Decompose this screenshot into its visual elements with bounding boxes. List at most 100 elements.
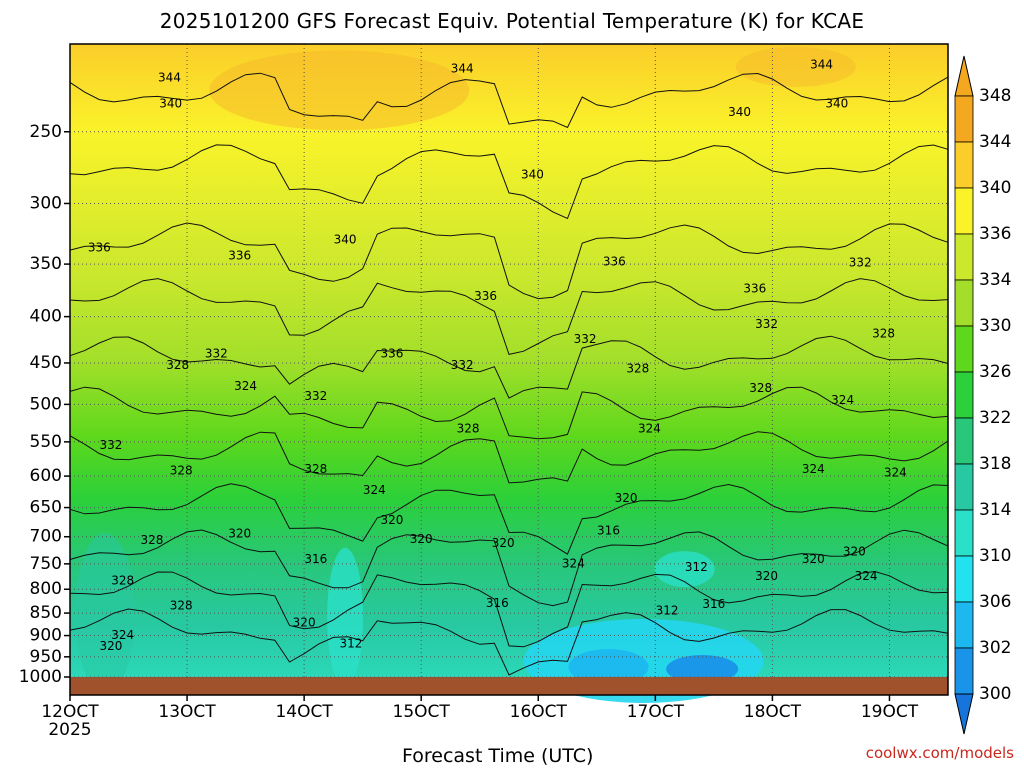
x-tick-label: 17OCT [627, 702, 685, 722]
contour-label-320: 320 [492, 536, 515, 550]
contour-line [69, 278, 949, 355]
contour-label-328: 328 [170, 463, 193, 477]
contour-line [69, 72, 949, 129]
colorbar-label: 334 [979, 270, 1011, 290]
ground-strip [70, 677, 948, 695]
colorbar-label: 306 [979, 592, 1011, 612]
contour-label-320: 320 [843, 545, 866, 559]
contour-line [69, 222, 949, 300]
colorbar-segment [954, 647, 974, 695]
colorbar-label: 302 [979, 638, 1011, 658]
contour-line [69, 483, 949, 555]
colorbar-segment [954, 95, 974, 143]
colorbar-label: 340 [979, 178, 1011, 198]
colorbar-label: 322 [979, 408, 1011, 428]
colorbar-segment [954, 601, 974, 649]
contour-lines [69, 72, 949, 676]
chart-title: 2025101200 GFS Forecast Equiv. Potential… [159, 9, 865, 33]
y-tick-label: 900 [30, 626, 62, 646]
y-tick-label: 1000 [19, 667, 62, 687]
x-tick-label: 18OCT [744, 702, 802, 722]
contour-label-324: 324 [884, 465, 907, 479]
contour-label-332: 332 [755, 317, 778, 331]
warm-core-upper-right [735, 46, 856, 87]
contour-label-336: 336 [603, 254, 626, 268]
contour-label-328: 328 [111, 573, 134, 587]
contour-label-328: 328 [626, 362, 649, 376]
y-tick-label: 750 [30, 554, 62, 574]
colorbar-label: 318 [979, 454, 1011, 474]
contour-label-328: 328 [170, 599, 193, 613]
cold-pool-core-b [666, 655, 739, 684]
x-axis-label: Forecast Time (UTC) [402, 745, 594, 767]
contour-label-340: 340 [728, 105, 751, 119]
contour-label-336: 336 [743, 282, 766, 296]
contour-label-336: 336 [228, 249, 251, 263]
contour-label-320: 320 [410, 532, 433, 546]
y-tick-label: 800 [30, 579, 62, 599]
contour-label-320: 320 [755, 569, 778, 583]
colorbar-segment [954, 463, 974, 511]
colorbar-segment [954, 141, 974, 189]
colorbar-label: 348 [979, 86, 1011, 106]
x-year-label: 2025 [48, 720, 91, 740]
contour-label-328: 328 [749, 381, 772, 395]
x-tick-label: 13OCT [158, 702, 216, 722]
cold-pool-core-a [568, 649, 649, 686]
field-background [70, 44, 948, 677]
contour-label-340: 340 [825, 97, 848, 111]
contour-label-332: 332 [100, 438, 123, 452]
contour-label-316: 316 [597, 524, 620, 538]
contour-labels: 344 344 344 340 340 340 340 340 336 336 336 332 336 3… [88, 58, 907, 653]
y-tick-label: 400 [30, 307, 62, 327]
colorbar-segment [954, 279, 974, 327]
x-tick-label: 14OCT [275, 702, 333, 722]
colorbar-label: 330 [979, 316, 1011, 336]
plot-frame [69, 43, 949, 696]
colorbar-segment [954, 325, 974, 373]
credit-link[interactable]: coolwx.com/models [865, 744, 1014, 762]
contour-label-332: 332 [849, 255, 872, 269]
x-tick-label: 16OCT [510, 702, 568, 722]
contour-label-332: 332 [574, 332, 597, 346]
colorbar-label: 344 [979, 132, 1011, 152]
contour-label-324: 324 [363, 483, 386, 497]
colorbar-segment [954, 187, 974, 235]
plot-field [70, 44, 948, 703]
contour-label-336: 336 [474, 289, 497, 303]
y-tick-label: 650 [30, 498, 62, 518]
contour-line [69, 431, 949, 484]
contour-label-316: 316 [702, 597, 725, 611]
colorbar-label: 300 [979, 684, 1011, 704]
y-tick-label: 450 [30, 353, 62, 373]
contour-label-328: 328 [166, 358, 189, 372]
colorbar: 348 344 340 336 334 330 326 322 318 314 310 306 302 3… [954, 55, 1011, 735]
contour-label-316: 316 [304, 552, 327, 566]
contour-label-316: 316 [486, 596, 509, 610]
y-tick-label: 250 [30, 122, 62, 142]
axes: 250 300 350 400 450 500 550 600 650 700 750 800 850 9… [19, 43, 949, 740]
contour-line [69, 144, 949, 220]
contour-label-344: 344 [810, 58, 833, 72]
contour-label-340: 340 [159, 97, 182, 111]
contour-label-324: 324 [802, 462, 825, 476]
contour-label-340: 340 [334, 232, 357, 246]
contour-label-344: 344 [158, 70, 181, 84]
contour-label-332: 332 [451, 358, 474, 372]
contour-label-312: 312 [656, 603, 679, 617]
contour-label-344: 344 [451, 61, 474, 75]
contour-label-320: 320 [380, 513, 403, 527]
contour-label-320: 320 [228, 526, 251, 540]
contour-label-324: 324 [234, 379, 257, 393]
contour-label-312: 312 [685, 560, 708, 574]
contour-label-328: 328 [872, 326, 895, 340]
contour-label-320: 320 [615, 491, 638, 505]
colorbar-segment [954, 233, 974, 281]
contour-label-320: 320 [802, 552, 825, 566]
contour-label-312: 312 [340, 637, 363, 651]
colorbar-label: 326 [979, 362, 1011, 382]
colorbar-label: 336 [979, 224, 1011, 244]
colorbar-top-arrow [954, 55, 974, 97]
x-tick-label: 19OCT [861, 702, 919, 722]
